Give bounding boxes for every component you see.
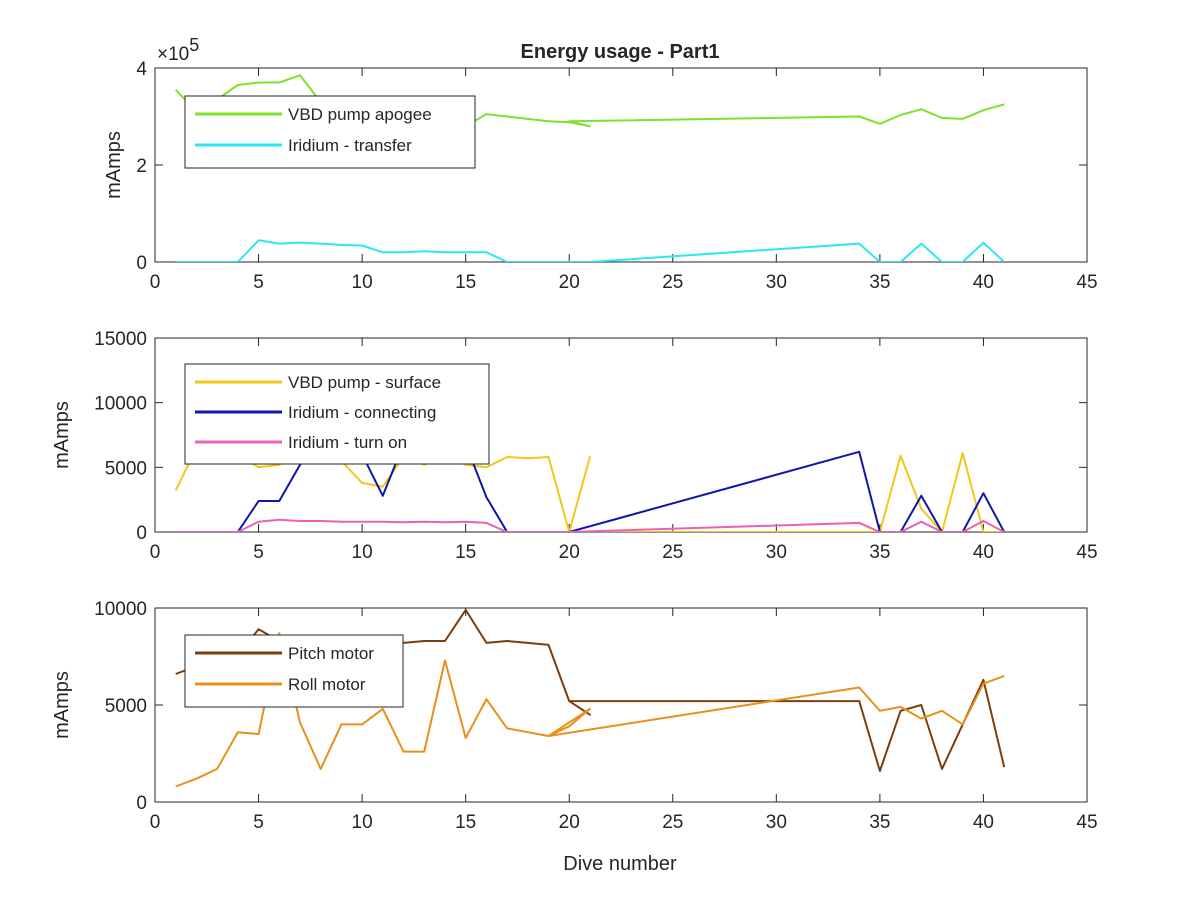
y-axis-label: mAmps (51, 671, 73, 739)
y-axis-label: mAmps (103, 131, 125, 199)
x-tick-label: 10 (352, 542, 373, 563)
legend: VBD pump - surface Iridium - connecting Ir… (184, 363, 490, 465)
y-axis-label: mAmps (51, 401, 73, 469)
figure-title: Energy usage - Part1 (521, 41, 720, 63)
legend-entry: VBD pump - surface (288, 373, 441, 392)
x-tick-label: 35 (869, 812, 890, 833)
x-tick-label: 25 (662, 272, 683, 293)
legend-entry: Iridium - transfer (288, 136, 412, 155)
subplot-1: 0 5 10 15 20 25 30 35 40 45 0 2 4 ×105 mAmps VBD pump a… (103, 35, 1098, 293)
legend-entry: Iridium - connecting (288, 403, 436, 422)
subplot-3: 0 5 10 15 20 25 30 35 40 45 0 5000 10000 mAmps Pitch m… (51, 599, 1098, 833)
x-tick-label: 10 (352, 272, 373, 293)
legend-entry: Iridium - turn on (288, 433, 407, 452)
x-tick-label: 15 (455, 272, 476, 293)
y-tick-label: 5000 (105, 696, 147, 717)
y-exponent-label: ×105 (157, 35, 199, 65)
x-tick-label: 30 (766, 542, 787, 563)
x-tick-label: 0 (150, 272, 161, 293)
y-tick-label: 2 (136, 156, 147, 177)
x-tick-label: 35 (869, 542, 890, 563)
y-tick-label: 10000 (94, 599, 147, 620)
y-tick-label: 15000 (94, 329, 147, 350)
x-tick-label: 0 (150, 812, 161, 833)
y-tick-label: 0 (136, 793, 147, 814)
x-tick-label: 15 (455, 812, 476, 833)
y-exponent-value: 5 (189, 35, 199, 55)
x-tick-label: 20 (559, 272, 580, 293)
y-tick-label: 0 (136, 523, 147, 544)
x-tick-label: 40 (973, 542, 994, 563)
y-tick-label: 0 (136, 253, 147, 274)
series-line-vbd-pump-surface (174, 446, 1005, 532)
x-tick-label: 10 (352, 812, 373, 833)
y-tick-label: 10000 (94, 394, 147, 415)
series-line-iridium-transfer (175, 239, 1005, 262)
x-tick-label: 40 (973, 272, 994, 293)
subplot-panels: 0 5 10 15 20 25 30 35 40 45 0 2 4 ×105 mAmps VBD pump a… (51, 35, 1098, 833)
subplot-2: 0 5 10 15 20 25 30 35 40 45 0 5000 10000 15000 mAmps VB… (51, 329, 1098, 563)
legend: VBD pump apogee Iridium - transfer (184, 95, 476, 169)
legend-entry: VBD pump apogee (288, 105, 432, 124)
legend-box (184, 634, 404, 708)
y-tick-label: 5000 (105, 458, 147, 479)
x-tick-label: 15 (455, 542, 476, 563)
x-axis-label: Dive number (563, 853, 677, 875)
legend-entry: Pitch motor (288, 644, 374, 663)
x-tick-label: 30 (766, 272, 787, 293)
x-tick-label: 20 (559, 812, 580, 833)
x-tick-label: 25 (662, 542, 683, 563)
y-tick-label: 4 (136, 59, 147, 80)
series-line-vbd-pump-apogee (174, 74, 1005, 130)
legend-box (184, 95, 476, 169)
x-tick-label: 35 (869, 272, 890, 293)
x-tick-label: 0 (150, 542, 161, 563)
series-line-iridium-turn-on (175, 518, 1005, 532)
x-tick-label: 40 (973, 812, 994, 833)
legend-entry: Roll motor (288, 675, 366, 694)
x-tick-label: 30 (766, 812, 787, 833)
legend: Pitch motor Roll motor (184, 634, 404, 708)
x-tick-label: 45 (1076, 542, 1097, 563)
x-tick-label: 5 (253, 812, 264, 833)
x-tick-label: 5 (253, 542, 264, 563)
x-tick-label: 20 (559, 542, 580, 563)
x-tick-label: 45 (1076, 812, 1097, 833)
x-tick-label: 45 (1076, 272, 1097, 293)
x-tick-label: 25 (662, 812, 683, 833)
x-tick-label: 5 (253, 272, 264, 293)
